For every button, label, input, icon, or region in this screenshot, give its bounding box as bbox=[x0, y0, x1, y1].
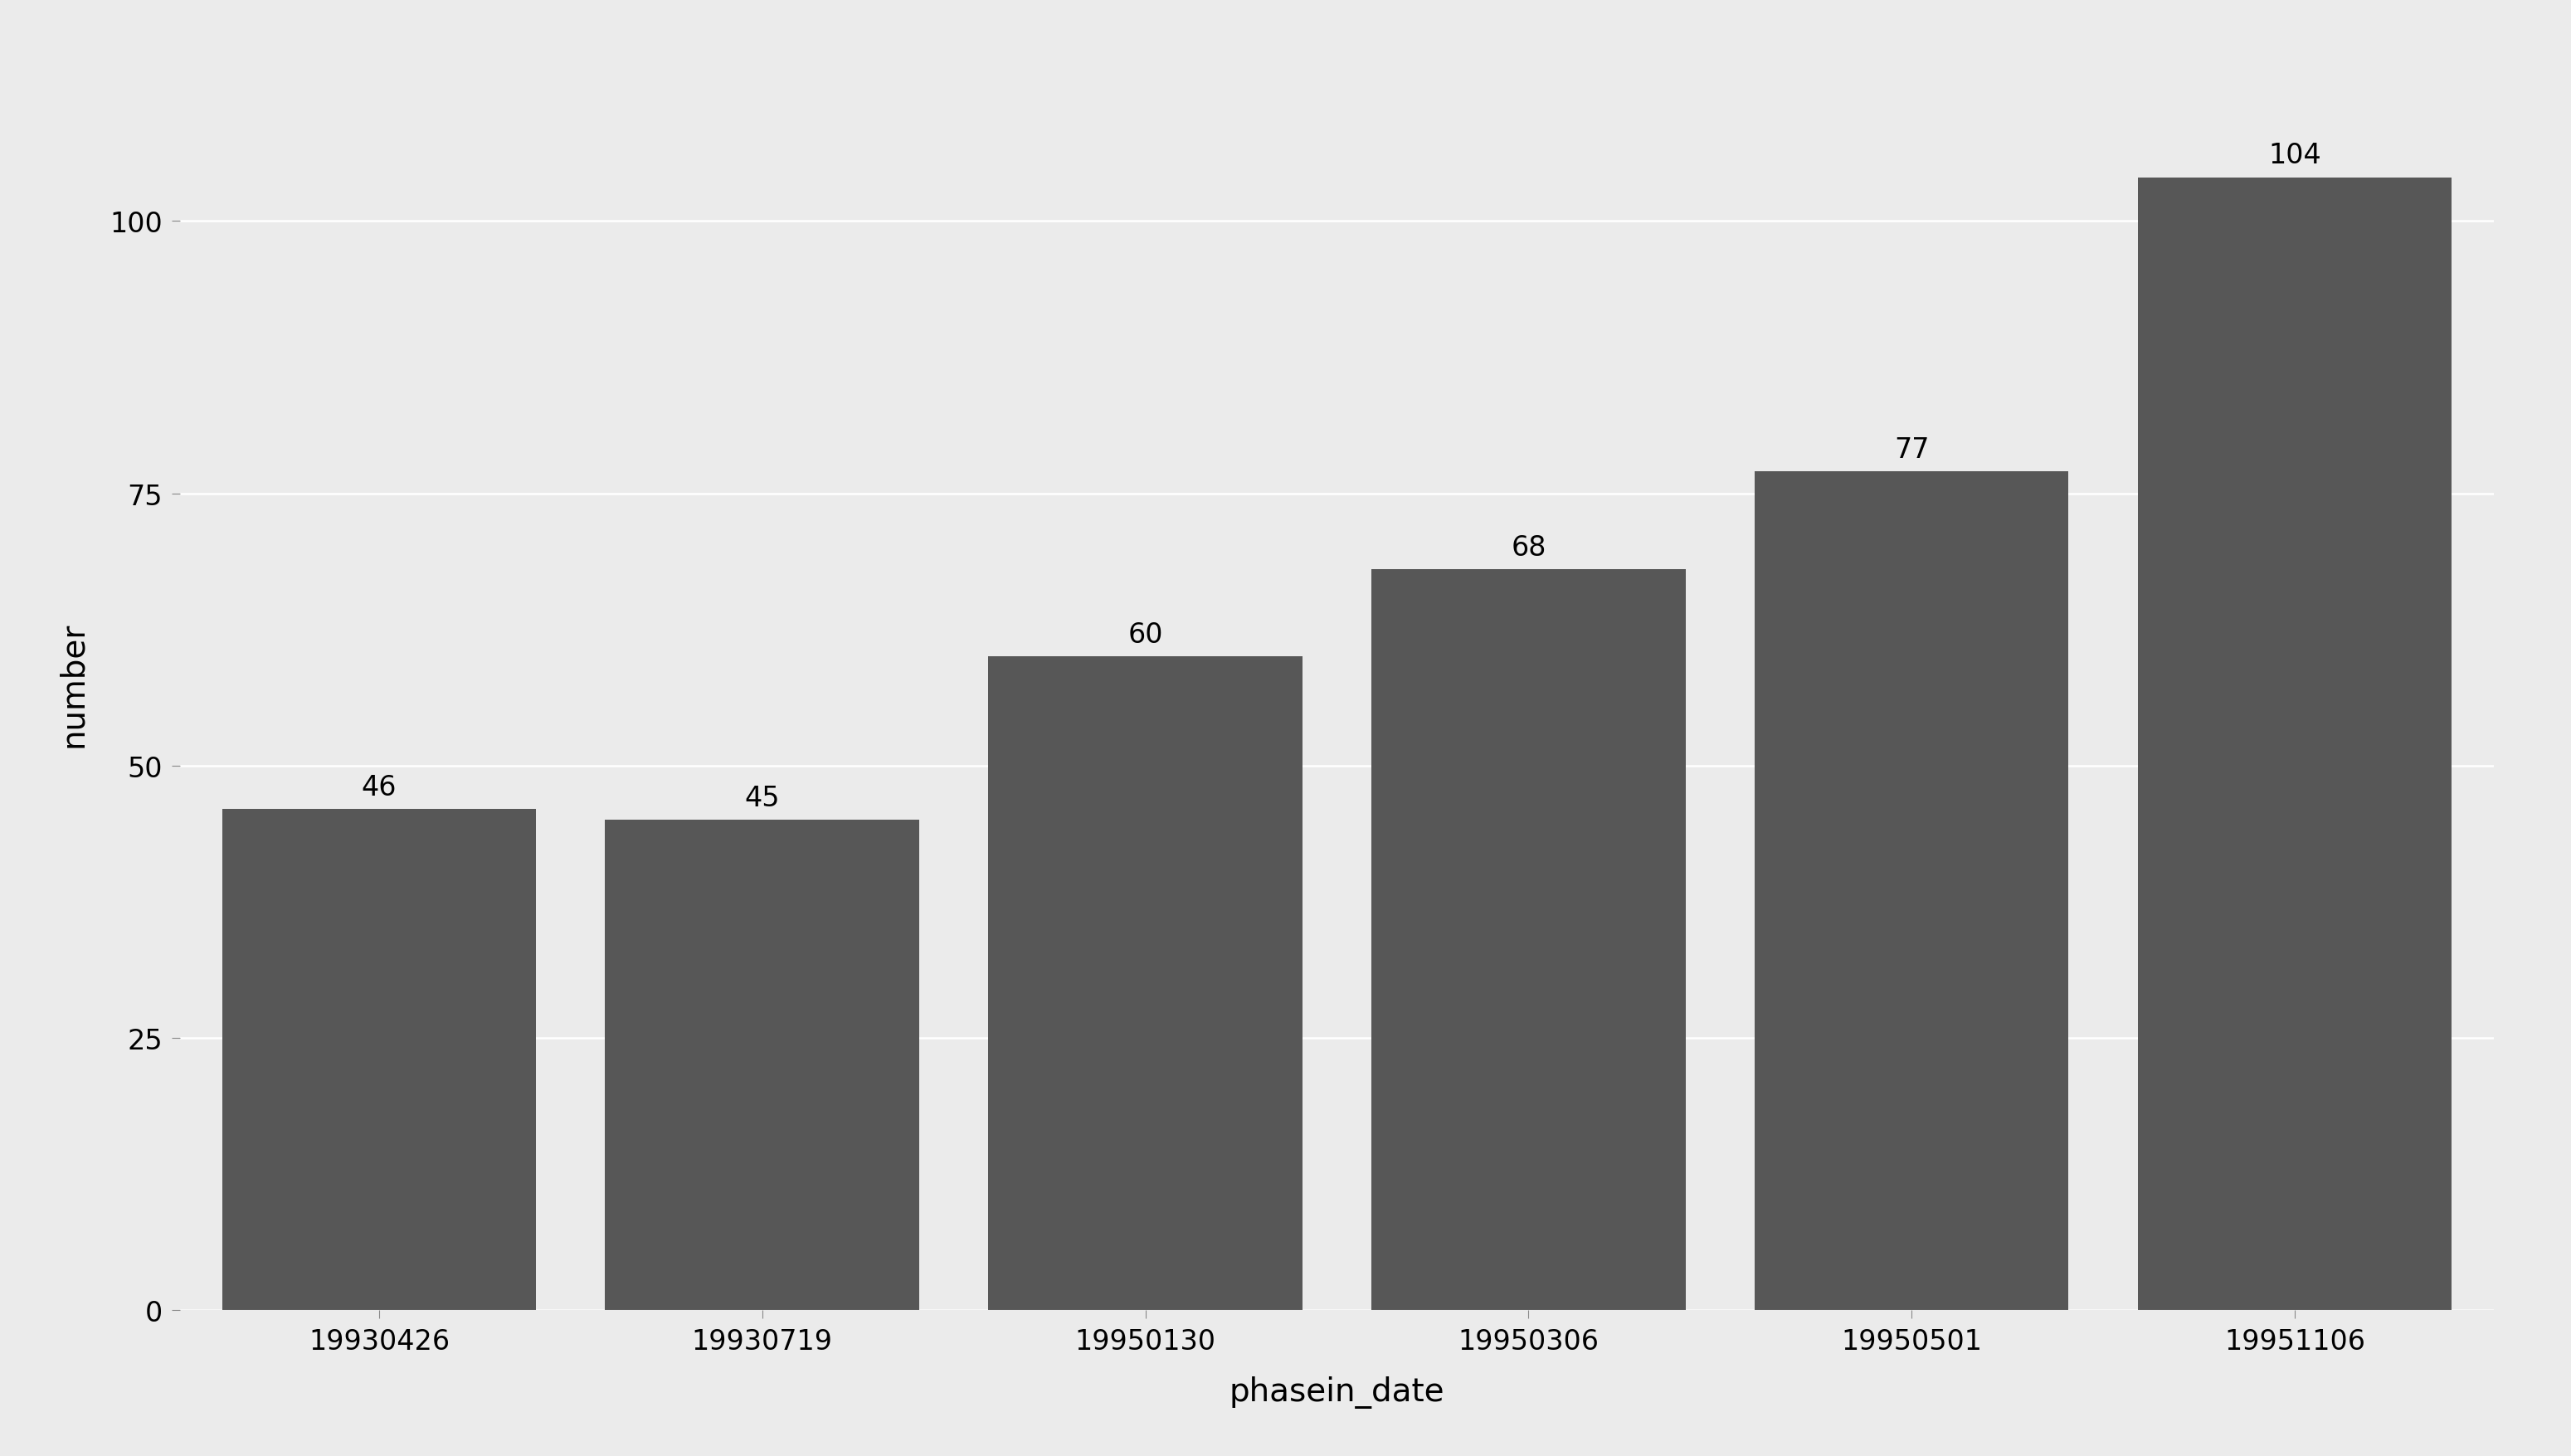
X-axis label: phasein_date: phasein_date bbox=[1229, 1376, 1445, 1408]
Text: 60: 60 bbox=[1129, 622, 1162, 648]
Text: 104: 104 bbox=[2268, 141, 2322, 169]
Bar bbox=[1370, 569, 1687, 1310]
Bar bbox=[2137, 178, 2453, 1310]
Bar bbox=[221, 810, 537, 1310]
Bar bbox=[987, 657, 1303, 1310]
Y-axis label: number: number bbox=[57, 622, 90, 747]
Bar bbox=[604, 820, 920, 1310]
Text: 68: 68 bbox=[1512, 534, 1545, 561]
Text: 46: 46 bbox=[363, 773, 396, 801]
Text: 45: 45 bbox=[746, 785, 779, 811]
Bar bbox=[1753, 472, 2070, 1310]
Text: 77: 77 bbox=[1895, 435, 1928, 463]
